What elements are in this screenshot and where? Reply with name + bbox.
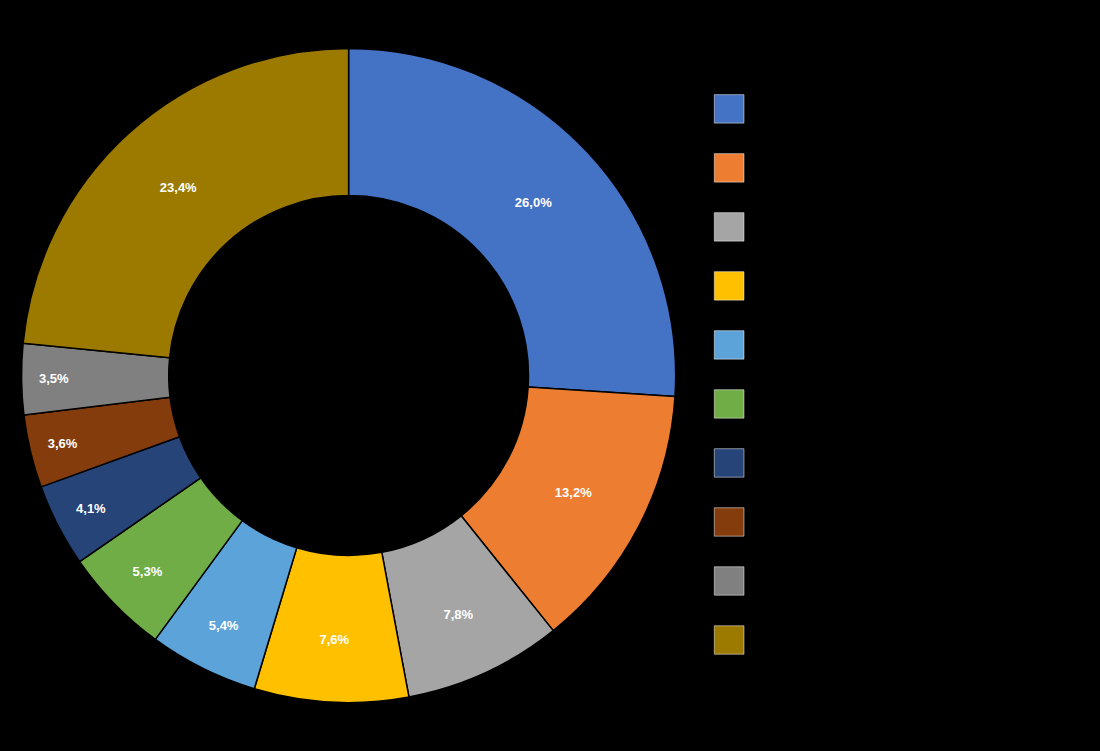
svg-text:4,1%: 4,1% bbox=[76, 501, 106, 516]
svg-text:3,5%: 3,5% bbox=[39, 371, 69, 386]
svg-text:3,6%: 3,6% bbox=[48, 436, 78, 451]
svg-text:13,2%: 13,2% bbox=[555, 485, 592, 500]
svg-text:7,8%: 7,8% bbox=[443, 607, 473, 622]
svg-text:5,3%: 5,3% bbox=[133, 564, 163, 579]
svg-text:23,4%: 23,4% bbox=[160, 180, 197, 195]
svg-text:7,6%: 7,6% bbox=[319, 632, 349, 647]
svg-text:5,4%: 5,4% bbox=[209, 618, 239, 633]
svg-text:26,0%: 26,0% bbox=[515, 195, 552, 210]
